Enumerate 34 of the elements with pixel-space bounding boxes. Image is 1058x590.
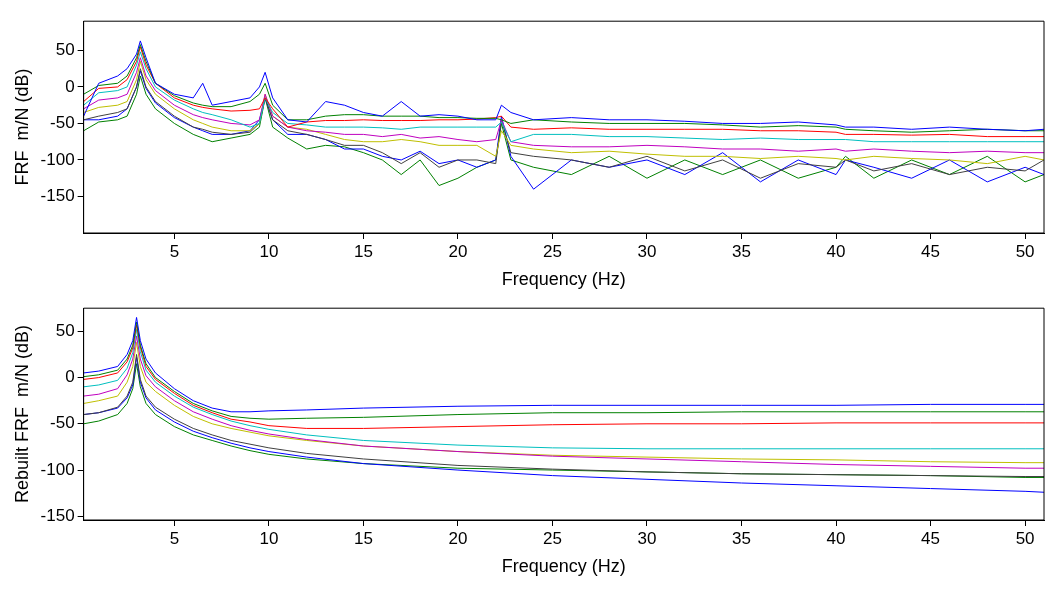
x-tick-label: 35 (732, 241, 751, 261)
x-tick-label: 50 (1015, 528, 1035, 548)
x-tick-label: 20 (448, 528, 468, 548)
y-tick-label: -150 (40, 186, 75, 206)
x-tick-label: 30 (637, 241, 657, 261)
x-tick-label: 10 (259, 241, 279, 261)
y-tick-label: -100 (40, 459, 75, 479)
x-tick-label: 25 (543, 241, 562, 261)
x-tick-label: 15 (353, 241, 373, 261)
x-tick-label: 30 (637, 528, 657, 548)
x-tick-label: 5 (169, 241, 180, 261)
x-tick-label: 15 (353, 528, 373, 548)
x-tick-label: 5 (169, 528, 180, 548)
y-tick-label: 50 (55, 40, 75, 60)
x-tick-label: 50 (1015, 241, 1035, 261)
y-axis-title: FRF m/N (dB) (11, 68, 32, 186)
x-axis-title: Frequency (Hz) (501, 556, 626, 577)
x-tick-label: 45 (921, 241, 941, 261)
x-tick-label: 45 (921, 528, 941, 548)
x-tick-label: 25 (543, 528, 562, 548)
y-tick-label: -50 (50, 413, 75, 433)
y-tick-label: -50 (50, 113, 75, 133)
y-tick-label: -100 (40, 149, 75, 169)
y-tick-label: 0 (65, 367, 75, 387)
y-axis-title: Rebuilt FRF m/N (dB) (11, 325, 32, 504)
x-tick-label: 40 (826, 241, 846, 261)
x-tick-label: 10 (259, 528, 279, 548)
y-tick-label: 0 (65, 76, 75, 96)
x-axis-title: Frequency (Hz) (501, 269, 626, 290)
x-tick-label: 40 (826, 528, 846, 548)
y-tick-label: 50 (55, 321, 75, 341)
x-tick-label: 20 (448, 241, 468, 261)
y-tick-label: -150 (40, 505, 75, 525)
x-tick-label: 35 (732, 528, 751, 548)
